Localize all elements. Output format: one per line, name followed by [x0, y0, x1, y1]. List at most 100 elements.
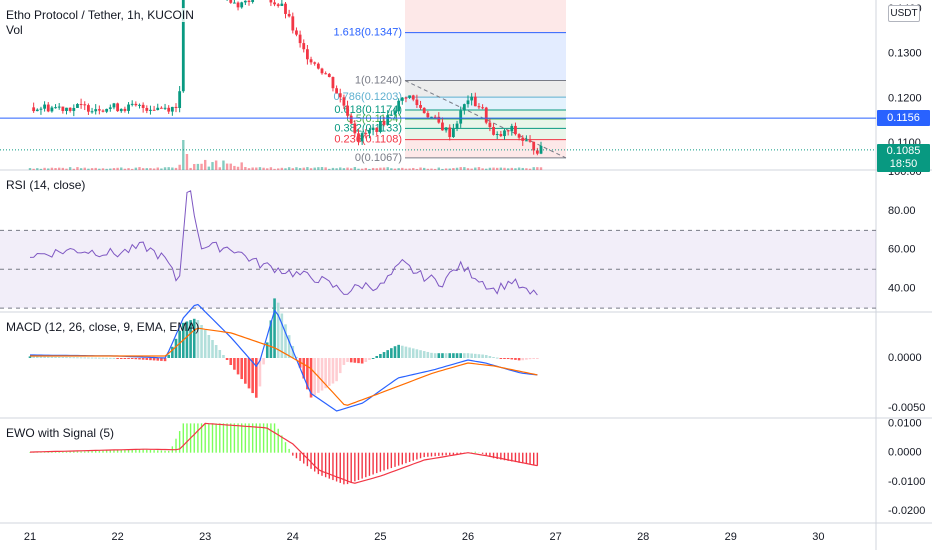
- candle: [353, 123, 357, 134]
- volume-label: Vol: [6, 23, 23, 37]
- volume-bar: [90, 168, 94, 170]
- macd-histogram-bar: [189, 320, 192, 358]
- volume-bar: [353, 167, 357, 170]
- volume-bar: [236, 166, 240, 170]
- macd-histogram-bar: [233, 358, 236, 370]
- volume-bar: [455, 167, 459, 170]
- macd-histogram-bar: [265, 342, 269, 358]
- ewo-tick-label-2: -0.0100: [888, 476, 925, 488]
- candle: [178, 91, 182, 109]
- volume-bar: [131, 168, 134, 170]
- macd-histogram-bar: [255, 358, 258, 398]
- candle: [506, 130, 510, 132]
- candle: [532, 141, 536, 151]
- candle: [119, 108, 123, 112]
- macd-histogram-bar: [130, 358, 134, 359]
- candle: [130, 103, 134, 105]
- volume-bar: [28, 168, 32, 170]
- macd-histogram-bar: [141, 358, 145, 360]
- macd-histogram-bar: [269, 320, 273, 358]
- rsi-tick-label-1: 80.00: [888, 205, 916, 217]
- volume-bar: [335, 168, 338, 170]
- volume-bar: [401, 167, 404, 170]
- macd-histogram-bar: [262, 358, 265, 365]
- candle: [79, 104, 83, 106]
- macd-histogram-bar: [68, 357, 72, 359]
- candle: [181, 0, 185, 92]
- macd-histogram-bar: [247, 358, 251, 389]
- macd-histogram-bar: [127, 358, 130, 359]
- volume-bar: [196, 163, 200, 170]
- time-tick-label-2: 23: [199, 531, 211, 543]
- candle: [375, 127, 379, 132]
- macd-histogram-bar: [342, 358, 346, 365]
- volume-bar: [342, 168, 346, 170]
- volume-bar: [280, 167, 284, 170]
- volume-bar: [58, 167, 61, 170]
- macd-histogram-bar: [229, 358, 233, 365]
- volume-bar: [185, 154, 189, 170]
- volume-bar: [295, 167, 298, 170]
- candle: [525, 140, 528, 142]
- ewo-tick-label-1: 0.0000: [888, 447, 922, 459]
- macd-histogram-bar: [273, 298, 276, 358]
- macd-histogram-bar: [105, 357, 108, 359]
- volume-bar: [371, 167, 375, 170]
- candle: [415, 99, 419, 106]
- volume-bar: [419, 167, 422, 170]
- volume-bar: [61, 167, 65, 170]
- macd-histogram-bar: [61, 357, 65, 358]
- candle: [539, 145, 543, 154]
- candle: [397, 100, 401, 112]
- candle: [90, 111, 94, 113]
- macd-histogram-bar: [477, 354, 481, 358]
- volume-bar: [211, 162, 214, 170]
- candle: [535, 150, 539, 154]
- candle: [138, 104, 141, 106]
- volume-bar: [539, 167, 543, 170]
- volume-bar: [492, 167, 495, 170]
- candle: [452, 128, 455, 138]
- volume-bar: [514, 168, 517, 170]
- volume-bar: [368, 168, 371, 170]
- candle: [316, 63, 320, 69]
- candle: [123, 108, 127, 111]
- volume-bar: [152, 168, 156, 170]
- candle: [46, 104, 50, 112]
- candle: [247, 0, 251, 2]
- volume-bar: [127, 168, 130, 170]
- candle: [433, 116, 437, 118]
- macd-histogram-bar: [65, 357, 68, 359]
- candle: [320, 68, 324, 74]
- macd-histogram-bar: [240, 358, 243, 380]
- time-tick-label-1: 22: [111, 531, 123, 543]
- macd-histogram-bar: [79, 357, 83, 359]
- candle: [39, 108, 43, 110]
- macd-histogram-bar: [94, 357, 97, 359]
- macd-histogram-bar: [375, 356, 379, 358]
- ewo-label[interactable]: EWO with Signal (5): [6, 426, 115, 440]
- macd-histogram-bar: [72, 357, 76, 359]
- macd-histogram-bar: [415, 349, 419, 358]
- macd-histogram-bar: [379, 354, 382, 358]
- macd-histogram-bar: [116, 358, 119, 359]
- volume-bar: [255, 167, 258, 170]
- volume-bar: [525, 168, 528, 170]
- volume-bar: [200, 163, 203, 170]
- currency-badge[interactable]: USDT: [888, 5, 920, 22]
- macd-histogram-bar: [514, 358, 517, 360]
- macd-label[interactable]: MACD (12, 26, close, 9, EMA, EMA): [6, 320, 200, 334]
- macd-histogram-bar: [39, 356, 43, 358]
- candle: [499, 134, 503, 137]
- candle: [437, 116, 441, 123]
- rsi-label[interactable]: RSI (14, close): [6, 178, 86, 192]
- macd-histogram-bar: [353, 358, 357, 363]
- volume-bar: [302, 167, 305, 170]
- macd-histogram-bar: [123, 358, 127, 359]
- symbol-title[interactable]: Etho Protocol / Tether, 1h, KUCOIN: [6, 8, 194, 22]
- volume-bar: [266, 168, 269, 170]
- macd-histogram-bar: [397, 344, 400, 358]
- volume-bar: [444, 168, 448, 170]
